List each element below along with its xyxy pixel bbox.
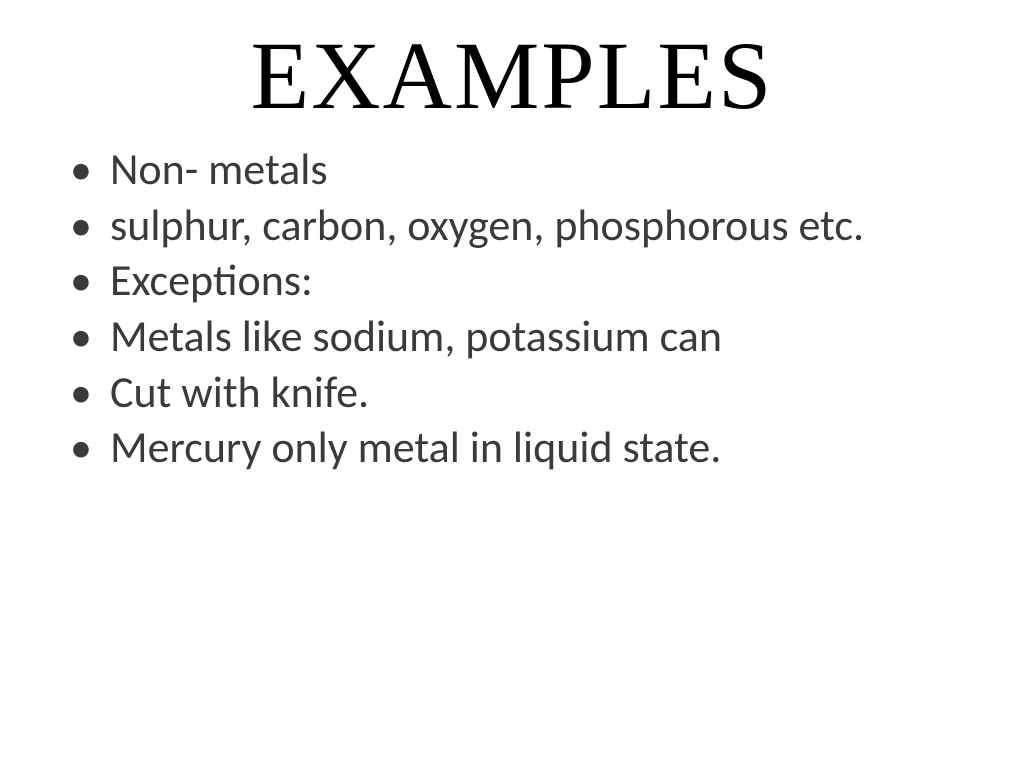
list-item: Exceptions:: [110, 254, 974, 308]
list-item: sulphur, carbon, oxygen, phosphorous etc…: [110, 199, 974, 253]
slide-title: EXAMPLES: [50, 20, 974, 131]
slide-container: EXAMPLES Non- metals sulphur, carbon, ox…: [0, 0, 1024, 768]
bullet-list: Non- metals sulphur, carbon, oxygen, pho…: [50, 143, 974, 475]
list-item: Mercury only metal in liquid state.: [110, 421, 974, 475]
list-item: Cut with knife.: [110, 366, 974, 420]
list-item: Metals like sodium, potassium can: [110, 310, 974, 364]
list-item: Non- metals: [110, 143, 974, 197]
